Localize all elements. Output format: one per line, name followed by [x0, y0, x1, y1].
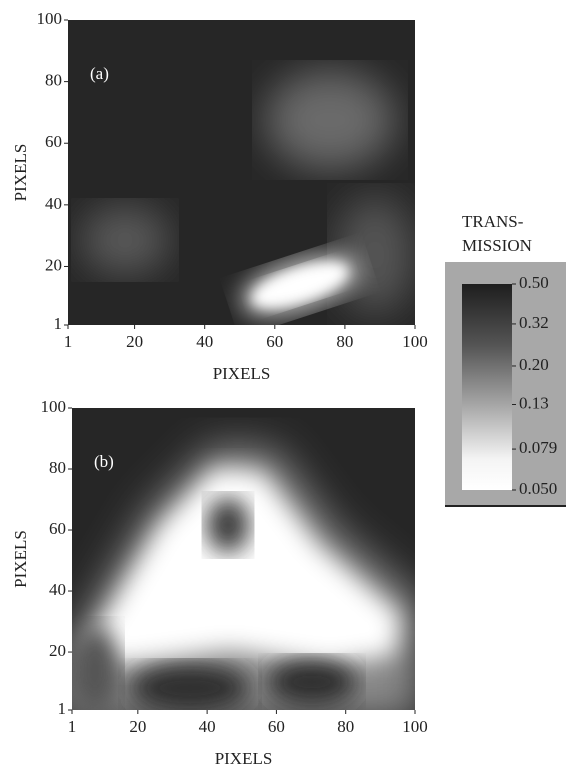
y-tick-label: 100 [41, 397, 67, 416]
colorbar-tick-label: 0.050 [519, 479, 557, 498]
y-tick-label: 80 [49, 458, 66, 477]
y-tick-label: 20 [45, 255, 62, 274]
x-tick-label: 100 [402, 332, 428, 351]
figure: 120406080100120406080100PIXELSPIXELS(a)T… [0, 0, 566, 776]
x-tick-label: 60 [266, 332, 283, 351]
x-tick-label: 1 [68, 717, 77, 736]
x-tick-label: 60 [268, 717, 285, 736]
y-axis-label: PIXELS [11, 530, 30, 588]
colorbar-tick-label: 0.20 [519, 355, 549, 374]
y-tick-label: 80 [45, 71, 62, 90]
x-tick-label: 80 [336, 332, 353, 351]
y-tick-label: 40 [45, 194, 62, 213]
colorbar-tick-label: 0.079 [519, 438, 557, 457]
x-axis-label: PIXELS [215, 749, 273, 768]
colorbar-title: TRANS- [462, 212, 524, 231]
x-tick-label: 1 [64, 332, 73, 351]
x-tick-label: 20 [129, 717, 146, 736]
x-tick-label: 40 [199, 717, 216, 736]
panel-label: (a) [90, 64, 109, 83]
heatmap-b [60, 408, 420, 720]
x-tick-label: 20 [126, 332, 143, 351]
x-tick-label: 40 [196, 332, 213, 351]
y-tick-label: 1 [58, 699, 67, 718]
x-tick-label: 100 [402, 717, 428, 736]
y-tick-label: 60 [45, 132, 62, 151]
colorbar-tick-label: 0.32 [519, 313, 549, 332]
y-tick-label: 60 [49, 519, 66, 538]
panel-label: (b) [94, 452, 114, 471]
y-tick-label: 1 [54, 314, 63, 333]
y-tick-label: 40 [49, 580, 66, 599]
x-tick-label: 80 [337, 717, 354, 736]
heatmap-a [68, 20, 415, 329]
colorbar-tick-label: 0.50 [519, 273, 549, 292]
y-axis-label: PIXELS [11, 144, 30, 202]
colorbar [462, 284, 512, 490]
x-axis-label: PIXELS [213, 364, 271, 383]
y-tick-label: 20 [49, 641, 66, 660]
y-tick-label: 100 [37, 9, 63, 28]
colorbar-title: MISSION [462, 236, 532, 255]
colorbar-tick-label: 0.13 [519, 393, 549, 412]
